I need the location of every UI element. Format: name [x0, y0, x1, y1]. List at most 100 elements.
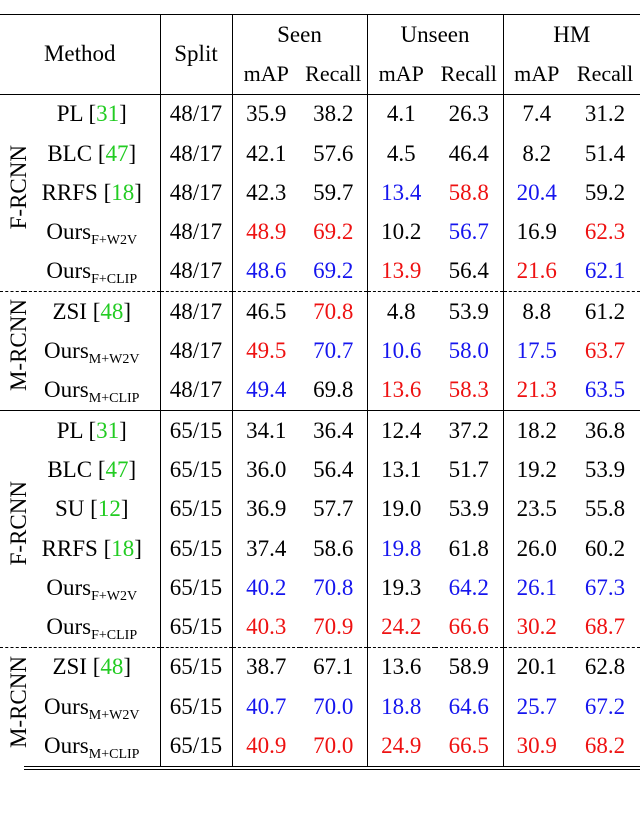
table-row: OursM+W2V 65/15 40.7 70.0 18.8 64.6 25.7 67.2 — [0, 687, 640, 727]
value-cell: 57.7 — [300, 489, 368, 529]
method-cell: RRFS [18] — [24, 528, 161, 569]
value-cell: 10.6 — [381, 338, 422, 364]
value-cell: 66.6 — [435, 607, 504, 648]
value-cell: 25.7 — [516, 693, 557, 719]
value-cell: 61.2 — [570, 291, 640, 332]
method-name: RRFS — [41, 179, 98, 205]
results-table: Method Split Seen Unseen HM mAP Recall mAP… — [0, 14, 640, 770]
citation: ] — [119, 101, 127, 127]
group-label-cell: F-RCNN — [0, 94, 31, 291]
citation: [ — [90, 496, 98, 522]
split-cell: 65/15 — [160, 450, 233, 490]
citation: [ — [97, 140, 106, 166]
split-cell: 65/15 — [160, 646, 233, 688]
value-cell: 61.8 — [435, 528, 504, 569]
value-cell: 66.5 — [435, 726, 504, 770]
method-name: Ours — [44, 693, 89, 719]
value-cell: 58.9 — [435, 646, 504, 688]
value-cell: 46.5 — [232, 291, 300, 332]
split-cell: 48/17 — [160, 331, 233, 371]
value-cell: 7.4 — [522, 101, 552, 127]
value-cell: 57.6 — [300, 133, 368, 174]
table-row: BLC [47] 65/15 36.0 56.4 13.1 51.7 19.2 53.9 — [0, 450, 640, 490]
value-cell: 38.7 — [232, 646, 300, 688]
value-cell: 55.8 — [584, 496, 626, 522]
group-label-cell: M-RCNN — [0, 291, 31, 411]
value-cell: 21.6 — [516, 258, 557, 284]
table-row: OursF+CLIP 48/17 48.6 69.2 13.9 56.4 21.6 62.1 — [0, 251, 640, 292]
value-cell: 53.9 — [584, 456, 626, 482]
value-cell: 49.4 — [246, 377, 287, 403]
value-cell: 4.5 — [386, 140, 416, 166]
value-cell: 17.5 — [516, 338, 557, 364]
group-label-cell: F-RCNN — [0, 409, 31, 648]
citation: ] — [128, 140, 137, 166]
table-row: OursM+CLIP 65/15 40.9 70.0 24.9 66.5 30.9 68.2 — [0, 726, 640, 770]
split-cell: 48/17 — [160, 94, 233, 134]
value-cell: 38.2 — [300, 94, 368, 134]
citation: 12 — [97, 496, 121, 522]
value-cell: 56.4 — [435, 251, 504, 292]
table-row: RRFS [18] 65/15 37.4 58.6 19.8 61.8 26.0 60.2 — [0, 528, 640, 569]
value-cell: 30.2 — [516, 614, 557, 640]
value-cell: 16.9 — [516, 219, 557, 245]
value-cell: 42.1 — [246, 140, 287, 166]
method-cell: OursF+W2V — [24, 212, 161, 252]
split-cell: 48/17 — [160, 291, 233, 332]
value-cell: 58.0 — [435, 331, 504, 371]
value-cell: 70.0 — [300, 726, 368, 770]
citation: [ — [97, 456, 106, 482]
sub-header: Recall — [570, 54, 640, 95]
value-cell: 36.9 — [246, 496, 287, 522]
table-header: Method Split Seen Unseen HM mAP Recall mAP… — [0, 14, 640, 95]
citation: ] — [120, 496, 129, 522]
method-subscript: F+W2V — [91, 233, 138, 249]
method-name: Ours — [46, 258, 92, 284]
method-name: PL — [56, 101, 83, 127]
value-cell: 13.9 — [381, 258, 422, 284]
method-name: Ours — [44, 377, 89, 403]
citation: ] — [134, 179, 142, 205]
method-cell: PL [31] — [24, 409, 161, 451]
method-name: Ours — [44, 732, 89, 758]
value-cell: 35.9 — [246, 101, 287, 127]
group-header: HM — [503, 14, 640, 55]
value-cell: 19.3 — [381, 574, 422, 600]
split-cell: 48/17 — [160, 133, 233, 174]
value-cell: 51.7 — [435, 450, 504, 490]
method-subscript: F+CLIP — [91, 272, 138, 288]
value-cell: 48.6 — [246, 258, 287, 284]
table-row: OursF+CLIP 65/15 40.3 70.9 24.2 66.6 30.2 68.7 — [0, 607, 640, 648]
table-row: F-RCNN PL [31] 65/15 34.1 36.4 12.4 37.2 18.2 36… — [0, 409, 640, 648]
table-row: OursM+W2V 48/17 49.5 70.7 10.6 58.0 17.5 63.7 — [0, 331, 640, 371]
sub-header: mAP — [367, 54, 435, 95]
citation: 47 — [105, 456, 129, 482]
value-cell: 56.4 — [300, 450, 368, 490]
value-cell: 8.2 — [522, 140, 552, 166]
method-cell: OursM+CLIP — [24, 726, 161, 770]
method-cell: BLC [47] — [24, 133, 161, 174]
split-header: Split — [160, 14, 233, 95]
method-cell: ZSI [48] — [24, 291, 161, 332]
method-name: RRFS — [41, 535, 98, 561]
value-cell: 62.1 — [584, 258, 626, 284]
sub-header: mAP — [232, 54, 300, 95]
citation: 31 — [96, 101, 120, 127]
group-label: F-RCNN — [6, 480, 31, 566]
split-cell: 48/17 — [160, 370, 233, 411]
citation: 31 — [96, 417, 120, 443]
value-cell: 49.5 — [246, 338, 287, 364]
table-row: OursF+W2V 48/17 48.9 69.2 10.2 56.7 16.9 62.3 — [0, 212, 640, 252]
method-subscript: F+CLIP — [91, 628, 138, 644]
value-cell: 23.5 — [516, 496, 557, 522]
value-cell: 13.1 — [381, 456, 422, 482]
method-name: BLC — [47, 456, 93, 482]
value-cell: 37.4 — [246, 535, 287, 561]
method-header: Method — [0, 14, 161, 95]
method-cell: OursF+CLIP — [24, 607, 161, 648]
citation: [ — [88, 101, 97, 127]
value-cell: 46.4 — [435, 133, 504, 174]
value-cell: 70.9 — [300, 607, 368, 648]
sub-header: Recall — [300, 54, 368, 95]
